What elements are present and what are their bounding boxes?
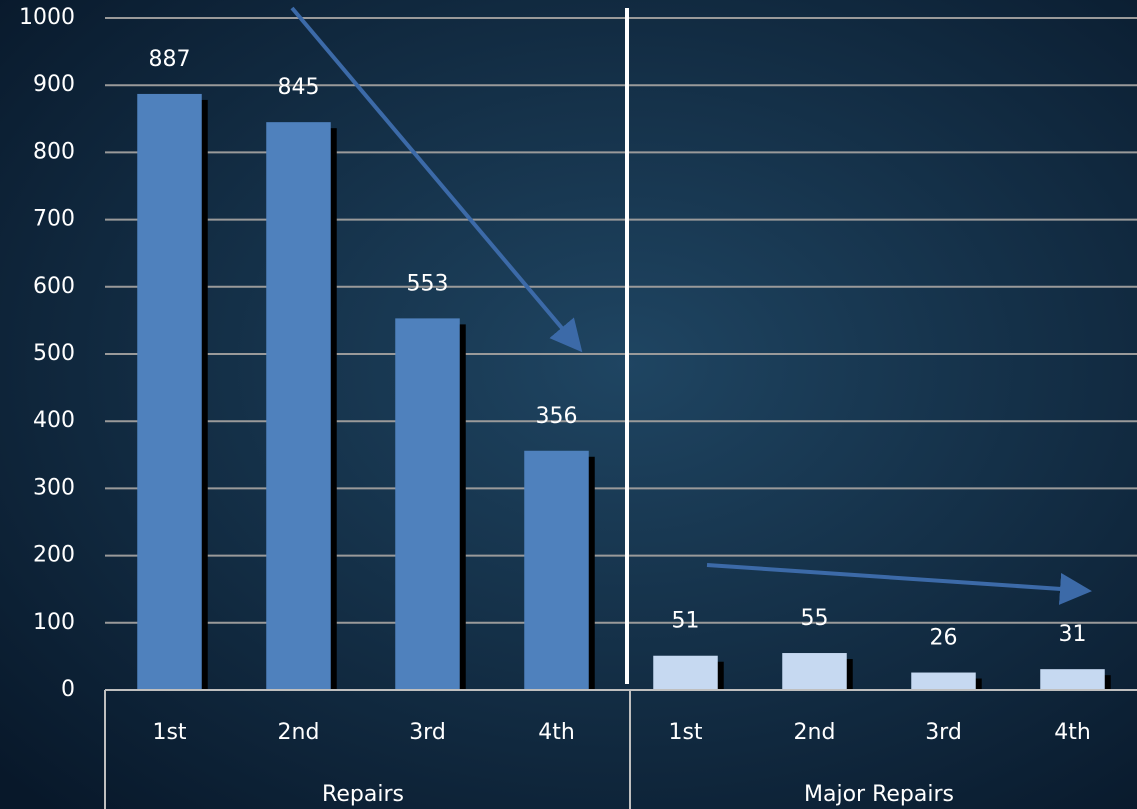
bar (137, 93, 202, 691)
x-tick-label: 2nd (278, 720, 320, 745)
y-tick-label: 0 (61, 677, 75, 702)
bar (1040, 669, 1105, 690)
data-label: 356 (536, 404, 578, 429)
data-label: 51 (672, 609, 700, 634)
plot: 0 100 200 300 400 500 600 700 800 900 1000 887 1st 84… (19, 5, 1137, 807)
x-tick-label: 4th (538, 720, 575, 745)
bar (911, 672, 976, 690)
x-tick-label: 1st (668, 720, 702, 745)
y-tick-label: 900 (33, 72, 75, 97)
group-label: Major Repairs (804, 782, 954, 807)
bar (782, 653, 847, 690)
bar (524, 450, 589, 690)
trend-arrow (290, 6, 583, 353)
x-tick-label: 3rd (925, 720, 962, 745)
y-tick-label: 1000 (19, 5, 75, 30)
x-tick-label: 1st (152, 720, 186, 745)
y-tick-label: 300 (33, 475, 75, 500)
data-label: 55 (801, 606, 829, 631)
bar (653, 655, 718, 690)
data-label: 553 (407, 271, 449, 296)
data-label: 26 (930, 626, 958, 651)
y-tick-label: 100 (33, 610, 75, 635)
x-tick-label: 3rd (409, 720, 446, 745)
trend-arrow (706, 563, 1092, 605)
group-label: Repairs (322, 782, 404, 807)
data-label: 887 (149, 47, 191, 72)
y-tick-label: 200 (33, 543, 75, 568)
data-label: 845 (278, 75, 320, 100)
x-tick-label: 4th (1054, 720, 1091, 745)
bar (266, 122, 331, 690)
y-tick-label: 400 (33, 408, 75, 433)
y-tick-label: 600 (33, 274, 75, 299)
y-tick-label: 700 (33, 207, 75, 232)
bar (395, 318, 460, 690)
x-tick-label: 2nd (794, 720, 836, 745)
y-tick-label: 800 (33, 139, 75, 164)
y-tick-label: 500 (33, 341, 75, 366)
data-label: 31 (1059, 622, 1087, 647)
